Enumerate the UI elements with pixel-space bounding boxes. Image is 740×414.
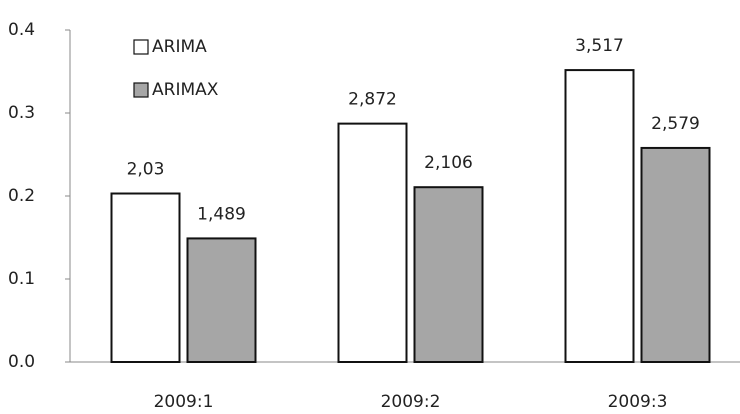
bar <box>186 237 257 363</box>
y-tick-label: 0.0 <box>8 352 35 372</box>
bar <box>413 186 484 363</box>
x-tick-label: 2009:1 <box>154 392 214 412</box>
legend-label: ARIMAX <box>152 80 219 100</box>
bar <box>337 122 408 364</box>
value-label: 1,489 <box>197 204 246 224</box>
x-tick-label: 2009:2 <box>381 392 441 412</box>
legend-swatch <box>133 39 149 55</box>
legend-swatch <box>133 82 149 98</box>
value-label: 2,579 <box>651 114 700 134</box>
y-tick-label: 0.2 <box>8 186 35 206</box>
value-label: 3,517 <box>575 36 624 56</box>
bar <box>110 192 181 363</box>
value-label: 2,03 <box>127 160 165 180</box>
y-tick-label: 0.1 <box>8 269 35 289</box>
y-tick-label: 0.3 <box>8 103 35 123</box>
legend-label: ARIMA <box>152 37 207 57</box>
value-label: 2,872 <box>348 90 397 110</box>
bar <box>640 146 711 363</box>
x-tick-label: 2009:3 <box>608 392 668 412</box>
value-label: 2,106 <box>424 153 473 173</box>
y-tick-label: 0.4 <box>8 20 35 40</box>
bar <box>564 69 635 364</box>
